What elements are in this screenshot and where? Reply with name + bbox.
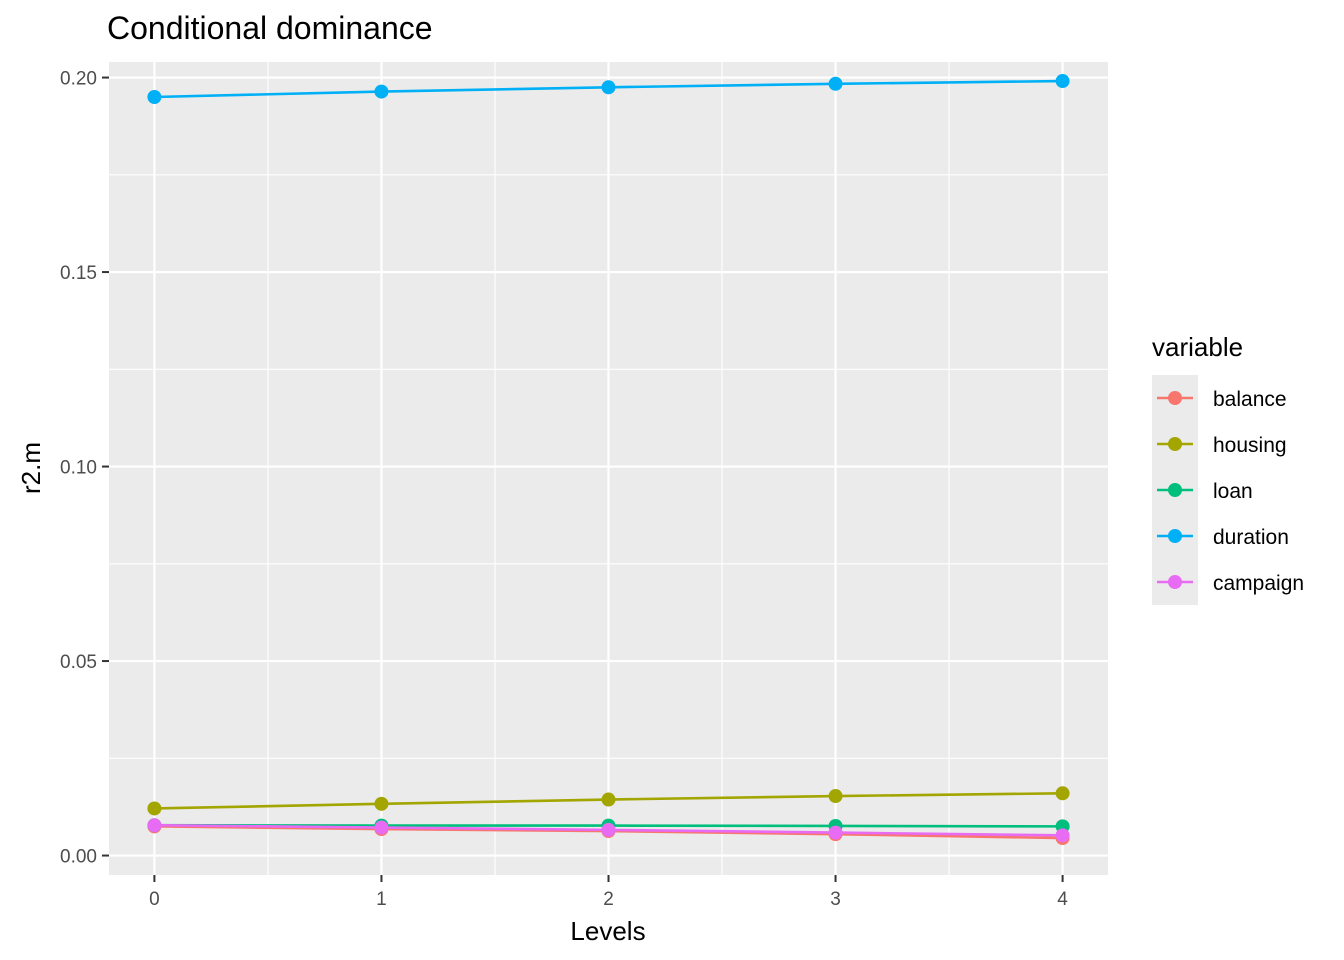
series-campaign	[147, 818, 1070, 843]
data-point-campaign	[828, 825, 843, 840]
data-point-duration	[374, 84, 389, 99]
legend-key-point	[1168, 529, 1182, 543]
x-tick-label: 3	[830, 889, 841, 910]
legend: variable balance housing loan duration campa…	[1152, 332, 1304, 605]
y-axis-title: r2.m	[16, 442, 46, 494]
series-layer	[147, 74, 1070, 846]
legend-item-housing: housing	[1152, 421, 1287, 467]
data-point-housing	[828, 789, 843, 804]
legend-label: campaign	[1213, 572, 1304, 595]
series-duration	[147, 74, 1070, 105]
x-tick-label: 0	[149, 889, 160, 910]
axes: 0 1 2 3 4 0.00 0.05 0.10 0.15 0.20	[60, 69, 1068, 910]
y-tick-label: 0.20	[60, 69, 97, 90]
data-point-housing	[147, 801, 162, 816]
legend-title: variable	[1152, 332, 1243, 362]
x-tick-label: 4	[1057, 889, 1068, 910]
legend-key-point	[1168, 437, 1182, 451]
y-tick-label: 0.10	[60, 458, 97, 479]
data-point-housing	[601, 792, 616, 807]
legend-item-duration: duration	[1152, 513, 1289, 559]
data-point-campaign	[601, 822, 616, 837]
x-axis-title: Levels	[570, 916, 645, 946]
data-point-housing	[1055, 786, 1070, 801]
legend-item-balance: balance	[1152, 375, 1287, 421]
data-point-campaign	[1055, 828, 1070, 843]
y-tick-label: 0.00	[60, 847, 97, 868]
series-housing	[147, 786, 1070, 816]
data-point-campaign	[147, 818, 162, 833]
data-point-duration	[601, 80, 616, 95]
x-tick-label: 2	[603, 889, 614, 910]
x-tick-label: 1	[376, 889, 387, 910]
chart-title: Conditional dominance	[107, 10, 433, 46]
legend-label: balance	[1213, 388, 1287, 411]
legend-label: housing	[1213, 434, 1287, 457]
legend-key-point	[1168, 391, 1182, 405]
legend-label: duration	[1213, 526, 1289, 549]
legend-label: loan	[1213, 480, 1253, 503]
legend-key-point	[1168, 483, 1182, 497]
legend-item-loan: loan	[1152, 467, 1253, 513]
data-point-campaign	[374, 820, 389, 835]
data-point-duration	[147, 90, 162, 105]
legend-item-campaign: campaign	[1152, 559, 1304, 605]
y-tick-label: 0.15	[60, 263, 97, 284]
y-tick-label: 0.05	[60, 652, 97, 673]
data-point-housing	[374, 796, 389, 811]
legend-key-point	[1168, 575, 1182, 589]
data-point-duration	[828, 76, 843, 91]
data-point-duration	[1055, 74, 1070, 89]
grid-lines	[109, 62, 1108, 875]
